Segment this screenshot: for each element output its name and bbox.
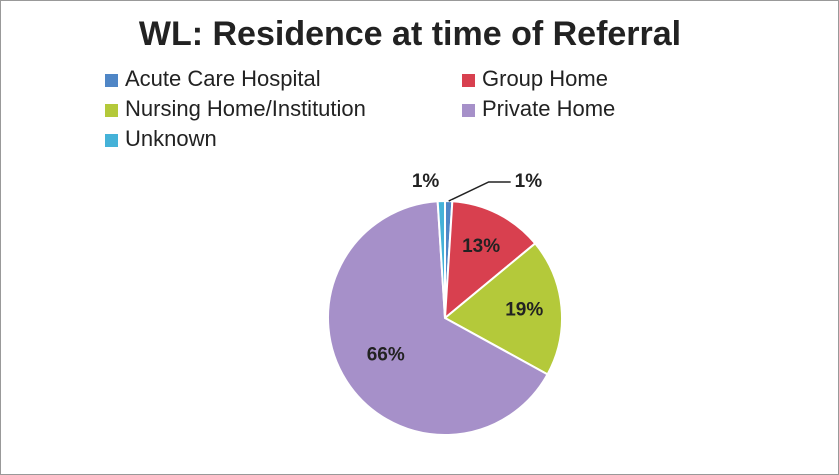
leader-line: [448, 181, 511, 202]
data-label: 19%: [505, 300, 543, 321]
pie-slice: [327, 200, 549, 436]
chart-title: WL: Residence at time of Referral: [139, 15, 681, 53]
legend-label: Acute Care Hospital: [125, 66, 321, 91]
data-label: 1%: [515, 171, 543, 192]
pie-slice: [443, 242, 563, 376]
legend-label: Nursing Home/Institution: [125, 96, 366, 121]
legend-swatch: [105, 134, 118, 147]
legend-swatch: [462, 104, 475, 117]
legend-label: Group Home: [482, 66, 608, 91]
legend-swatch: [105, 104, 118, 117]
data-label: 13%: [462, 236, 500, 257]
pie-slice: [436, 199, 446, 319]
data-label: 66%: [367, 345, 405, 366]
pie-slice: [443, 200, 537, 321]
legend-label: Private Home: [482, 96, 615, 121]
legend-swatch: [462, 74, 475, 87]
data-label: 1%: [412, 171, 440, 192]
legend-swatch: [105, 74, 118, 87]
legend-label: Unknown: [125, 126, 217, 151]
